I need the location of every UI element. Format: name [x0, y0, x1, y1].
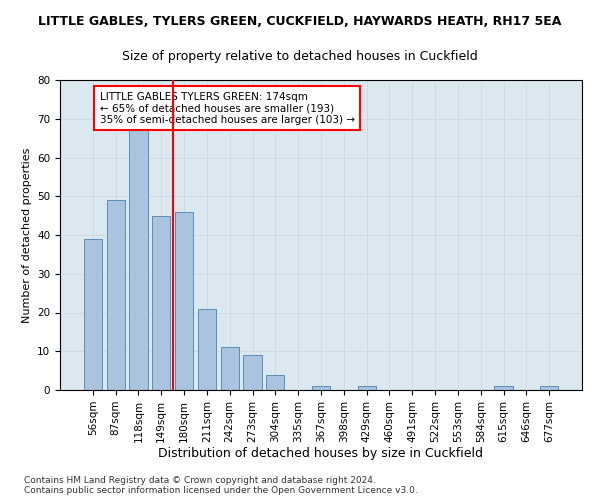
Bar	[152, 216, 170, 390]
Bar	[198, 308, 216, 390]
Text: Size of property relative to detached houses in Cuckfield: Size of property relative to detached ho…	[122, 50, 478, 63]
Bar	[312, 386, 330, 390]
Text: LITTLE GABLES, TYLERS GREEN, CUCKFIELD, HAYWARDS HEATH, RH17 5EA: LITTLE GABLES, TYLERS GREEN, CUCKFIELD, …	[38, 15, 562, 28]
Bar	[84, 239, 102, 390]
Bar	[358, 386, 376, 390]
Bar	[244, 355, 262, 390]
Bar	[175, 212, 193, 390]
Bar	[266, 374, 284, 390]
Bar	[130, 130, 148, 390]
X-axis label: Distribution of detached houses by size in Cuckfield: Distribution of detached houses by size …	[158, 448, 484, 460]
Text: LITTLE GABLES TYLERS GREEN: 174sqm
← 65% of detached houses are smaller (193)
35: LITTLE GABLES TYLERS GREEN: 174sqm ← 65%…	[100, 92, 355, 125]
Bar	[540, 386, 558, 390]
Y-axis label: Number of detached properties: Number of detached properties	[22, 148, 32, 322]
Bar	[221, 348, 239, 390]
Text: Contains HM Land Registry data © Crown copyright and database right 2024.
Contai: Contains HM Land Registry data © Crown c…	[24, 476, 418, 495]
Bar	[494, 386, 512, 390]
Bar	[107, 200, 125, 390]
